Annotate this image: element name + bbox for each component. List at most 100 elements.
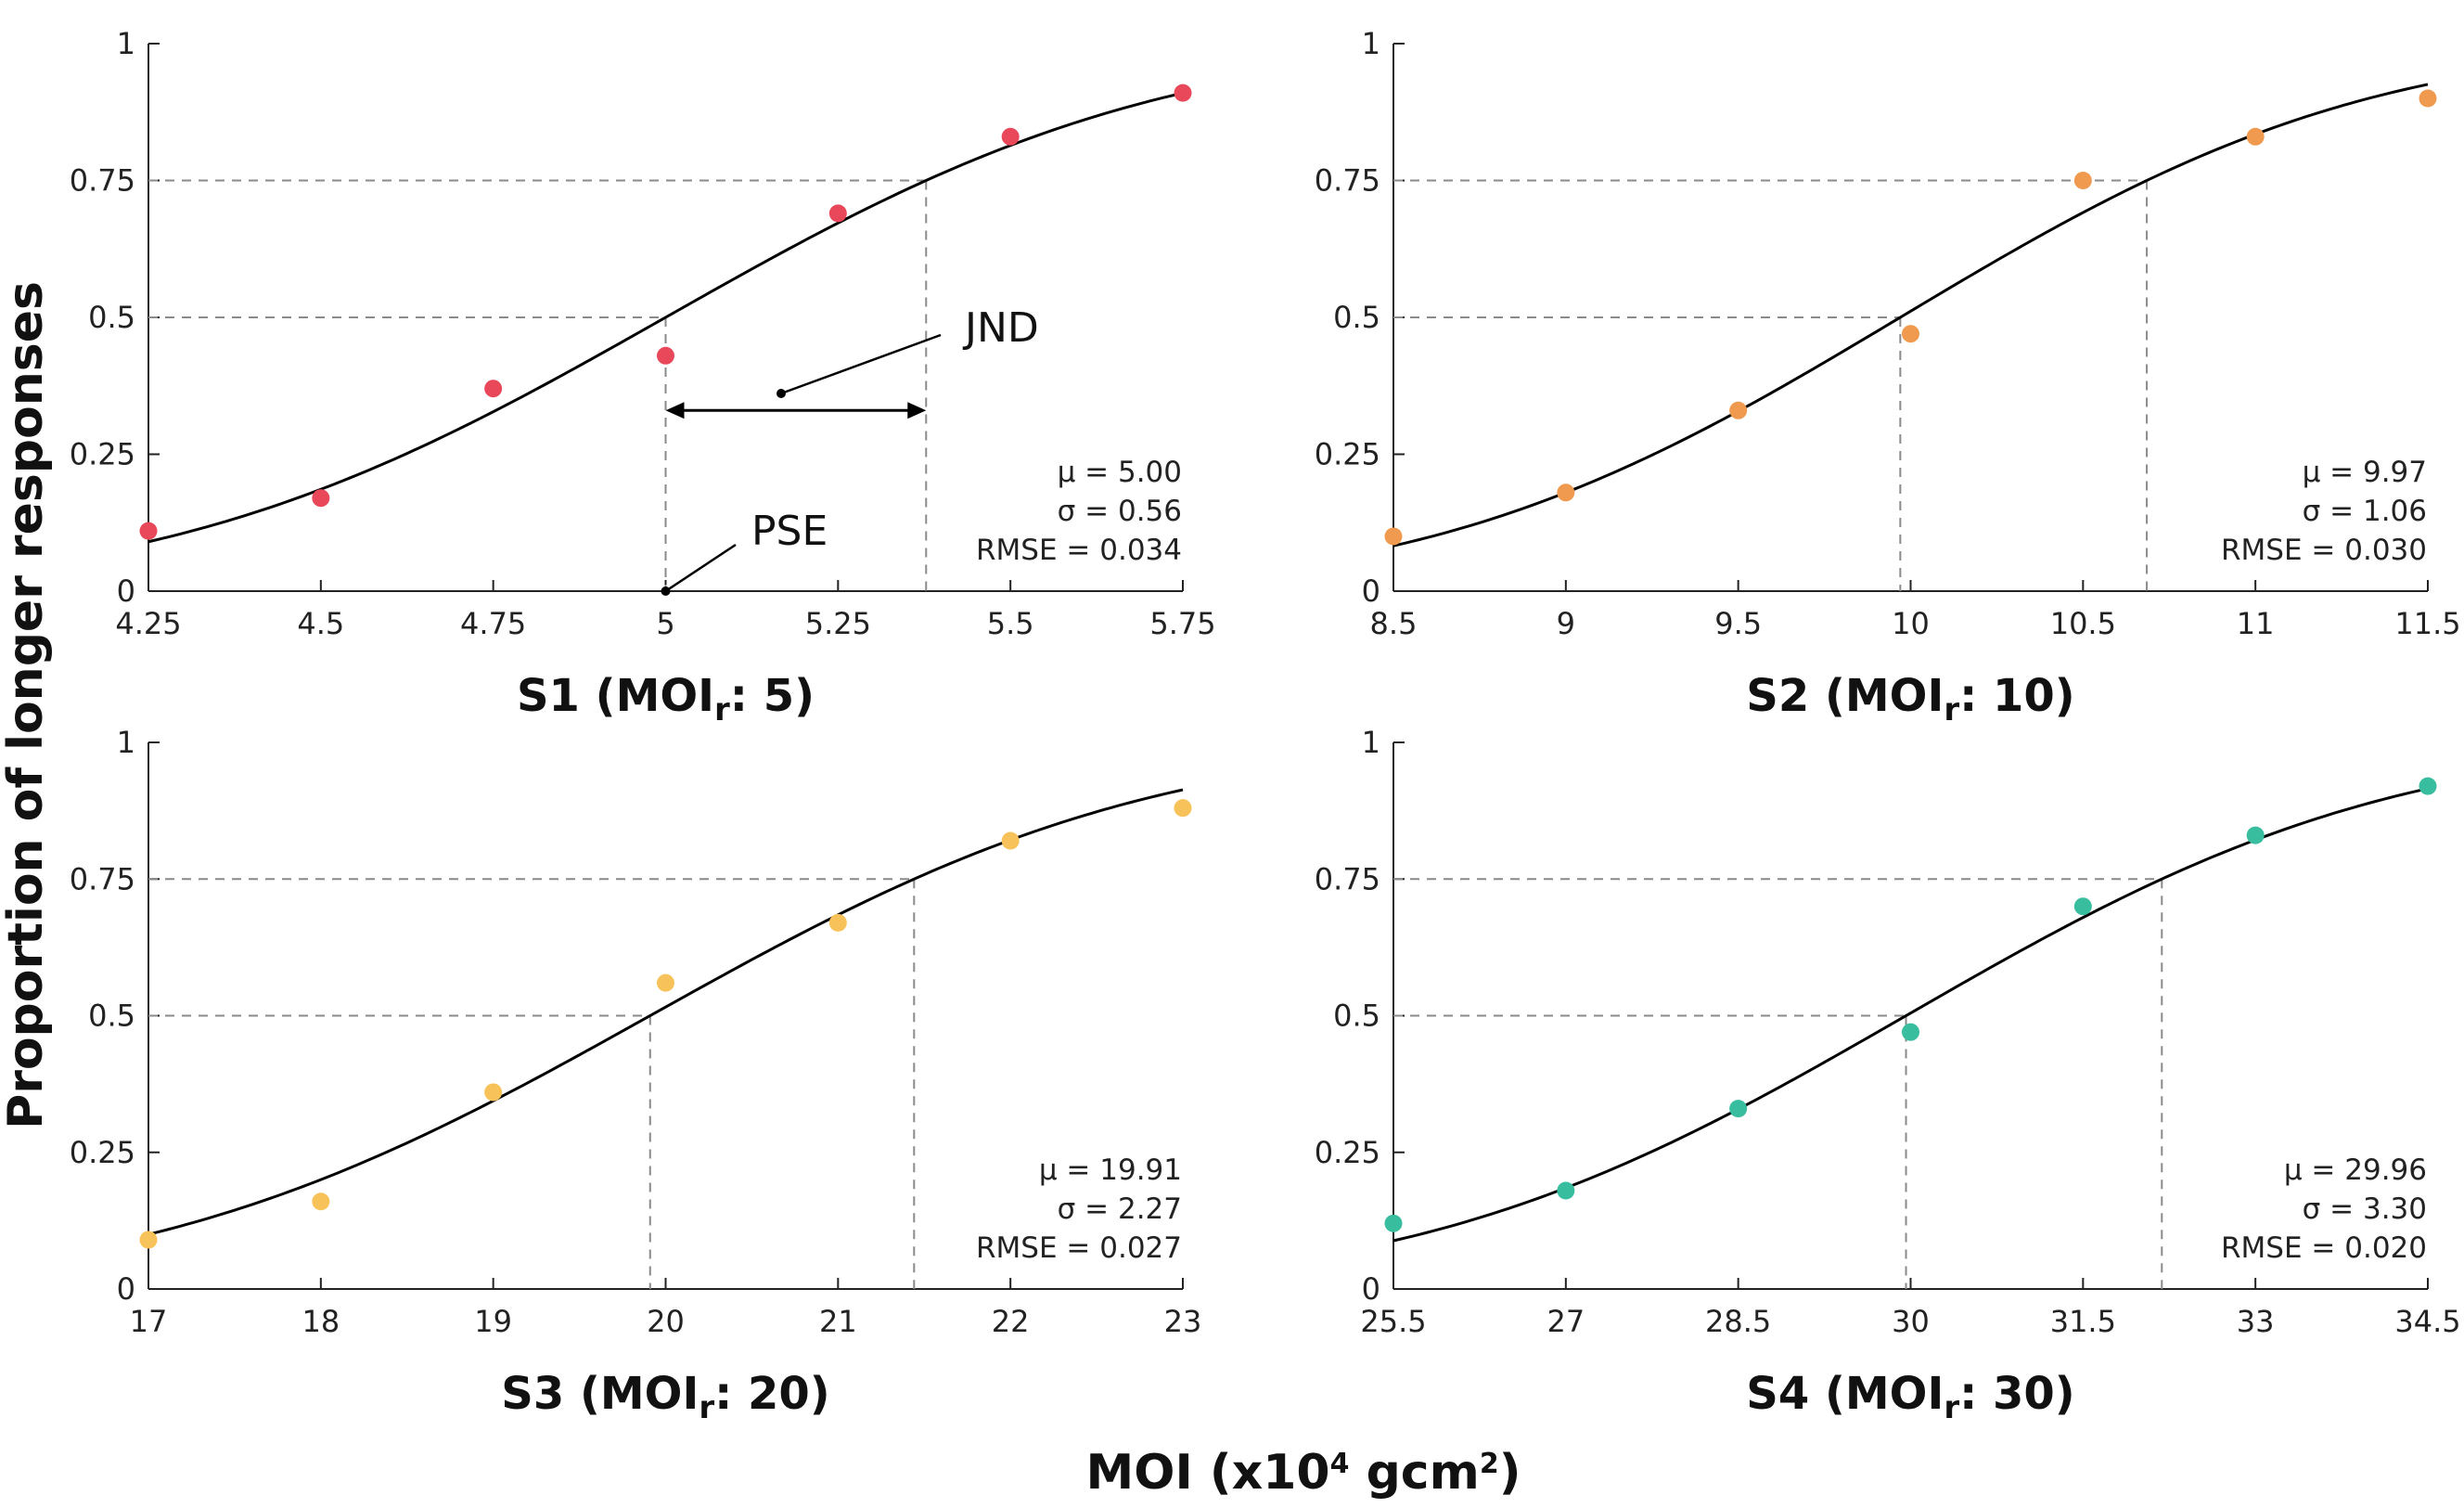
- x-tick-label: 19: [474, 1304, 512, 1339]
- x-tick-label: 23: [1164, 1304, 1202, 1339]
- data-point: [657, 346, 674, 365]
- data-point: [2073, 172, 2092, 189]
- y-tick-label: 0.75: [1315, 163, 1380, 199]
- y-tick-label: 0.5: [88, 999, 135, 1034]
- pse-label: PSE: [751, 508, 828, 555]
- panel-title-suffix: : 30): [1959, 1368, 2075, 1420]
- x-tick-label: 5.5: [987, 606, 1034, 641]
- x-axis-title-unit: gcm: [1349, 1445, 1479, 1501]
- stat-sigma: σ = 2.27: [1058, 1192, 1182, 1226]
- data-point: [312, 489, 330, 508]
- y-tick-label: 0.5: [1333, 300, 1380, 335]
- x-tick-label: 10: [1892, 606, 1930, 641]
- data-point: [484, 1083, 503, 1102]
- stat-mu: μ = 19.91: [1039, 1154, 1182, 1187]
- y-tick-label: 0.5: [1333, 999, 1380, 1034]
- data-point: [1001, 127, 1020, 146]
- data-point: [657, 973, 674, 992]
- data-point: [2419, 89, 2437, 108]
- panel-title-suffix: : 5): [730, 670, 815, 722]
- panel-title: S4 (MOIr: 30): [1746, 1368, 2074, 1426]
- data-point: [2246, 826, 2265, 844]
- x-tick-label: 28.5: [1705, 1304, 1771, 1339]
- fit-curve: [148, 788, 1184, 1236]
- x-tick-label: 33: [2237, 1304, 2275, 1339]
- stat-rmse: RMSE = 0.027: [976, 1231, 1182, 1265]
- x-tick-label: 11.5: [2394, 606, 2460, 641]
- data-point: [312, 1192, 330, 1211]
- data-point: [1557, 1181, 1575, 1200]
- stat-sigma: σ = 3.30: [2303, 1192, 2427, 1226]
- panel-title-prefix: S2 (MOI: [1746, 670, 1944, 722]
- y-tick-label: 0.75: [70, 163, 135, 199]
- panel-title-prefix: S3 (MOI: [501, 1368, 699, 1420]
- y-tick-label: 0.5: [88, 300, 135, 335]
- data-point: [2073, 897, 2092, 916]
- fit-curve: [1392, 787, 2429, 1243]
- x-tick-label: 27: [1546, 1304, 1585, 1339]
- data-point: [139, 522, 158, 540]
- x-tick-label: 4.5: [297, 606, 344, 641]
- x-tick-label: 22: [992, 1304, 1030, 1339]
- x-tick-label: 4.75: [460, 606, 526, 641]
- stat-mu: μ = 5.00: [1058, 456, 1182, 489]
- panel-title-subscript: r: [1944, 1389, 1959, 1426]
- panel-title: S3 (MOIr: 20): [501, 1368, 829, 1426]
- data-point: [1729, 1100, 1748, 1118]
- panel-title-prefix: S4 (MOI: [1746, 1368, 1944, 1420]
- x-axis-title-exp: 4: [1330, 1448, 1350, 1480]
- pse-leader-line: [664, 543, 737, 593]
- jnd-leader-line: [780, 333, 942, 395]
- x-axis-title-exp2: 2: [1480, 1448, 1499, 1480]
- jnd-arrow-head-right: [907, 402, 927, 419]
- data-point: [1384, 527, 1403, 546]
- panel-title-subscript: r: [1944, 691, 1959, 728]
- x-axis-title-main: MOI (x10: [1086, 1445, 1330, 1501]
- stat-mu: μ = 29.96: [2284, 1154, 2427, 1187]
- x-tick-label: 30: [1892, 1304, 1930, 1339]
- data-point: [139, 1231, 158, 1249]
- x-tick-label: 25.5: [1360, 1304, 1426, 1339]
- data-point: [1902, 325, 1919, 343]
- panel-title-prefix: S1 (MOI: [517, 670, 714, 722]
- y-tick-label: 0.25: [1315, 1135, 1380, 1170]
- x-tick-label: 8.5: [1370, 606, 1418, 641]
- data-point: [1902, 1023, 1919, 1041]
- jnd-arrow-head-left: [665, 402, 685, 419]
- panel-s2: 0 0.25 0.5 0.75 1 8.5 9 9.5 10 10.5 11 11.5 μ = 9.97…: [1315, 26, 2461, 728]
- x-tick-label: 11: [2237, 606, 2275, 641]
- panels-group: 0 0.25 0.5 0.75 1 4.25 4.5 4.75 5 5.25 5.5 5.75 μ = …: [70, 26, 2461, 1426]
- y-tick-label: 0.75: [1315, 861, 1380, 896]
- y-tick-label: 0: [117, 1271, 135, 1307]
- y-tick-label: 0.25: [1315, 437, 1380, 472]
- data-point: [828, 204, 847, 223]
- y-tick-label: 0.25: [70, 437, 135, 472]
- x-tick-label: 18: [302, 1304, 340, 1339]
- x-tick-label: 5.75: [1149, 606, 1215, 641]
- data-point: [484, 380, 503, 398]
- panel-title-subscript: r: [714, 691, 730, 728]
- data-point: [2246, 127, 2265, 146]
- fit-curve: [1392, 83, 2429, 548]
- y-tick-label: 1: [117, 26, 135, 61]
- x-axis-title: MOI (x104 gcm2): [1086, 1445, 1521, 1501]
- x-tick-label: 20: [647, 1304, 685, 1339]
- x-tick-label: 4.25: [115, 606, 181, 641]
- x-tick-label: 17: [130, 1304, 168, 1339]
- y-tick-label: 0: [1362, 1271, 1380, 1307]
- panel-title-subscript: r: [699, 1389, 714, 1426]
- data-point: [828, 913, 847, 932]
- y-tick-label: 1: [117, 725, 135, 760]
- stat-mu: μ = 9.97: [2303, 456, 2427, 489]
- x-tick-label: 10.5: [2050, 606, 2116, 641]
- panel-s3: 0 0.25 0.5 0.75 1 17 18 19 20 21 22 23 μ = 19.91 σ = …: [70, 725, 1202, 1426]
- pse-leader-dot: [661, 586, 671, 596]
- stat-rmse: RMSE = 0.034: [976, 534, 1182, 567]
- y-tick-label: 0.25: [70, 1135, 135, 1170]
- data-point: [1384, 1214, 1403, 1232]
- panel-title: S1 (MOIr: 5): [517, 670, 815, 728]
- panel-s1: 0 0.25 0.5 0.75 1 4.25 4.5 4.75 5 5.25 5.5 5.75 μ = …: [70, 26, 1216, 728]
- x-tick-label: 9: [1557, 606, 1575, 641]
- stat-rmse: RMSE = 0.030: [2221, 534, 2427, 567]
